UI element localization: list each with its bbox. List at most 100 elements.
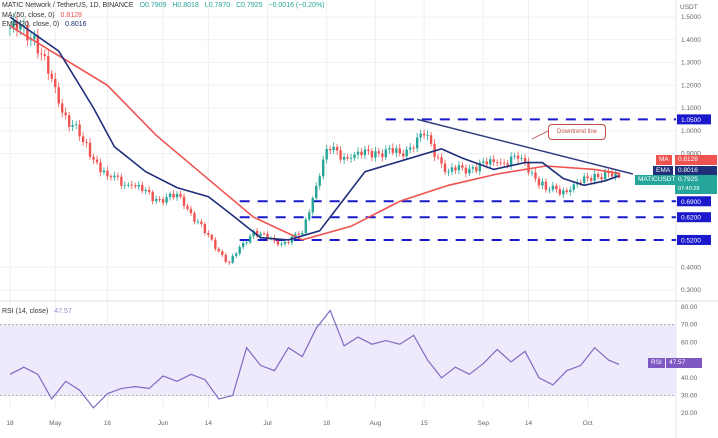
- time-tick-label: May: [49, 420, 62, 427]
- candle-body: [144, 189, 147, 192]
- candle-body: [527, 161, 530, 173]
- ema-legend[interactable]: EMA (20, close, 0) 0.8016: [2, 21, 91, 28]
- candle-body: [248, 236, 252, 243]
- level-badge: [677, 114, 711, 125]
- rsi-badge-tag: RSI: [648, 358, 665, 368]
- candle-body: [596, 173, 600, 178]
- candle-body: [102, 170, 106, 173]
- candle-body: [388, 148, 391, 150]
- candle-body: [241, 243, 245, 248]
- annotation-pointer: [531, 130, 549, 140]
- candle-body: [381, 153, 384, 158]
- candle-body: [127, 184, 130, 186]
- candle-body: [419, 133, 422, 138]
- close-value: C0.7925: [236, 2, 263, 9]
- price-tick-label: 1.4000: [681, 37, 701, 44]
- symbol-legend: MATIC Network / TetherUS, 1D, BINANCE O0…: [2, 2, 329, 9]
- level-badge-label: 0.6900: [681, 199, 701, 206]
- candle-body: [113, 175, 116, 178]
- candle-body: [186, 205, 189, 209]
- candle-body: [395, 148, 398, 153]
- candle-body: [579, 182, 582, 184]
- ma-badge-value: 0.8128: [675, 155, 717, 165]
- time-tick-label: 16: [104, 420, 112, 427]
- candle-body: [252, 230, 255, 237]
- low-value: L0.7870: [204, 2, 231, 9]
- candle-body: [99, 162, 102, 173]
- candle-body: [92, 156, 95, 160]
- candle-body: [468, 168, 471, 174]
- candle-body: [447, 171, 450, 173]
- candle-body: [200, 221, 203, 224]
- candle-body: [123, 185, 127, 186]
- candle-body: [603, 172, 607, 180]
- candle-body: [391, 148, 394, 153]
- candle-body: [203, 223, 207, 234]
- candle-body: [600, 177, 603, 180]
- level-badge-label: 1.0500: [681, 117, 701, 124]
- candle-body: [221, 251, 224, 255]
- rsi-tick-label: 60.00: [681, 339, 698, 346]
- candle-body: [12, 20, 15, 29]
- ma-value: 0.8128: [60, 12, 82, 19]
- candle-body: [88, 142, 92, 157]
- candle-body: [238, 247, 241, 254]
- candle-body: [228, 261, 231, 263]
- candle-body: [287, 242, 290, 243]
- candle-body: [315, 185, 318, 199]
- candle-body: [81, 136, 85, 143]
- candle-body: [276, 240, 280, 245]
- candle-body: [513, 155, 516, 157]
- rsi-value: 47.57: [54, 308, 72, 315]
- candle-body: [179, 194, 182, 197]
- candle-body: [593, 173, 596, 181]
- downtrend-annotation[interactable]: Downtrend line: [548, 124, 606, 140]
- candle-body: [506, 163, 509, 166]
- candle-body: [50, 73, 53, 79]
- candle-body: [405, 149, 408, 157]
- candle-body: [534, 172, 537, 179]
- candle-body: [148, 189, 151, 193]
- candle-body: [207, 233, 210, 235]
- candle-body: [64, 112, 67, 116]
- candle-body: [137, 184, 140, 187]
- candle-body: [461, 165, 464, 168]
- price-tick-label: 1.0000: [681, 128, 701, 135]
- candle-body: [109, 176, 113, 178]
- candle-body: [54, 78, 57, 88]
- candle-body: [193, 213, 196, 222]
- candle-body: [40, 53, 43, 55]
- candle-body: [569, 189, 572, 193]
- candle-body: [409, 147, 412, 150]
- time-tick-label: 14: [205, 420, 213, 427]
- price-tick-label: 1.3000: [681, 60, 701, 67]
- candle-body: [548, 189, 551, 191]
- candle-body: [175, 194, 179, 198]
- candle-body: [95, 159, 99, 163]
- time-tick-label: 18: [323, 420, 331, 427]
- time-tick-label: Jul: [263, 420, 272, 427]
- rsi-tick-label: 20.00: [681, 410, 698, 417]
- candle-body: [555, 185, 558, 190]
- candles: [8, 13, 621, 265]
- candle-body: [151, 192, 154, 202]
- price-axis-unit: USDT: [680, 4, 698, 11]
- candle-body: [349, 158, 353, 159]
- candle-body: [255, 230, 259, 237]
- candle-body: [572, 184, 575, 190]
- candle-body: [158, 199, 161, 200]
- candle-body: [71, 124, 74, 127]
- candle-body: [217, 248, 220, 252]
- rsi-legend[interactable]: RSI (14, close) 47.57: [2, 308, 76, 315]
- axes: USDT 1.5000 1.4000 1.3000 1.2000 1.1000 1.0000…: [6, 4, 711, 427]
- candle-body: [520, 158, 523, 159]
- candle-body: [130, 184, 133, 186]
- ma-label: MA (50, close, 0): [2, 12, 55, 19]
- candle-body: [429, 135, 433, 144]
- ma-legend[interactable]: MA (50, close, 0) 0.8128: [2, 12, 86, 19]
- candle-body: [374, 151, 377, 158]
- time-tick-label: Aug: [370, 420, 382, 427]
- candle-body: [120, 176, 123, 186]
- candle-body: [502, 162, 506, 164]
